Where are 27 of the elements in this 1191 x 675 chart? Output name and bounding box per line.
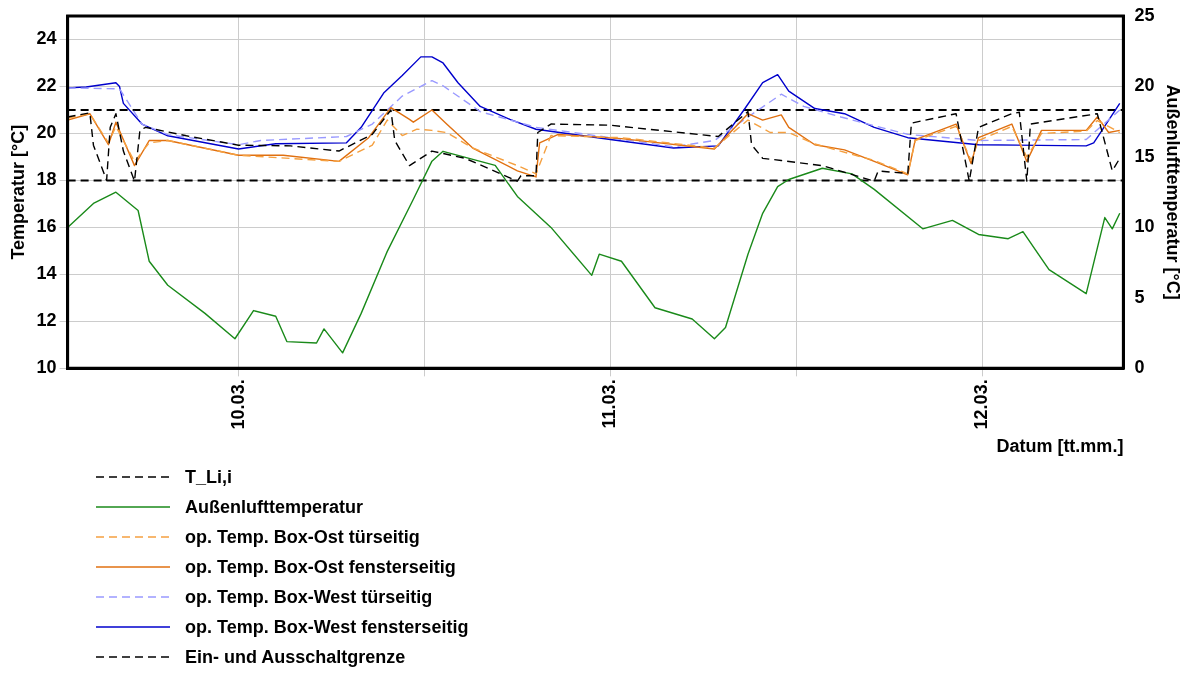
y2-axis-title: Außenlufttemperatur [°C]	[1163, 84, 1184, 300]
legend-label: op. Temp. Box-Ost fensterseitig	[185, 556, 456, 578]
x-tick-label: 12.03.	[971, 379, 992, 430]
x-tick-label: 10.03.	[227, 379, 248, 430]
y2-tick-label: 15	[1134, 145, 1155, 166]
legend-label: op. Temp. Box-Ost türseitig	[185, 526, 420, 548]
y-tick-label: 20	[36, 122, 57, 143]
y-axis-title: Temperatur [°C]	[7, 124, 28, 260]
legend-label: op. Temp. Box-West türseitig	[185, 586, 433, 608]
y2-tick-label: 20	[1134, 75, 1155, 96]
y-tick-label: 18	[36, 169, 57, 190]
y-tick-label: 24	[36, 28, 57, 49]
y-tick-label: 14	[36, 263, 57, 284]
y2-tick-label: 25	[1134, 4, 1155, 25]
y-tick-label: 22	[36, 75, 57, 96]
legend-label: Ein- und Ausschaltgrenze	[185, 646, 406, 668]
y-tick-label: 12	[36, 310, 57, 331]
legend-label: Außenlufttemperatur	[185, 496, 364, 518]
x-tick-label: 11.03.	[599, 379, 620, 429]
y-tick-label: 16	[36, 216, 57, 237]
legend-label: T_Li,i	[185, 466, 233, 488]
y2-tick-label: 0	[1134, 357, 1145, 378]
y-tick-label: 10	[36, 357, 57, 378]
y2-tick-label: 10	[1134, 216, 1155, 237]
y2-tick-label: 5	[1134, 286, 1145, 307]
legend-label: op. Temp. Box-West fensterseitig	[185, 616, 469, 638]
x-axis-title: Datum [tt.mm.]	[996, 436, 1124, 457]
